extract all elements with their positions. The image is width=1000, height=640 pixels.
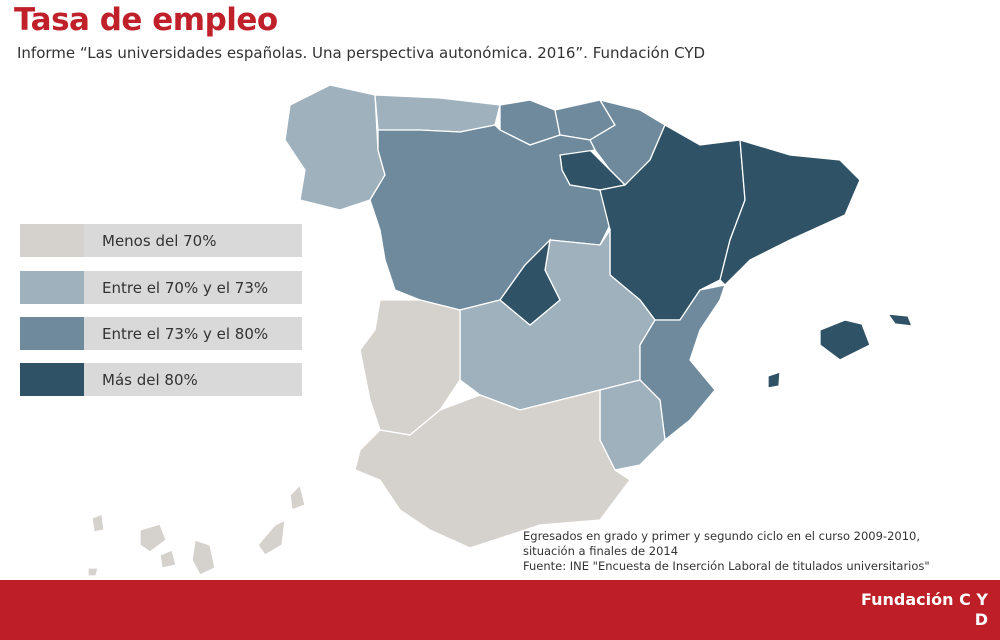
legend-label: Entre el 73% y el 80%	[102, 324, 269, 343]
note-line: situación a finales de 2014	[523, 544, 679, 558]
region-asturias[interactable]	[374, 94, 501, 133]
legend-label: Más del 80%	[102, 370, 198, 389]
region-andalucia[interactable]	[354, 389, 631, 549]
page-subtitle: Informe “Las universidades españolas. Un…	[17, 44, 706, 62]
brand-line: Fundación C Y	[861, 590, 988, 609]
page-title: Tasa de empleo	[14, 2, 278, 38]
source-note: Egresados en grado y primer y segundo ci…	[523, 529, 930, 574]
legend-item-73-80: Entre el 73% y el 80%	[20, 317, 302, 350]
legend-label: Menos del 70%	[102, 231, 217, 250]
legend-label: Entre el 70% y el 73%	[102, 278, 269, 297]
legend-swatch	[20, 224, 84, 257]
legend-swatch	[20, 317, 84, 350]
region-baleares[interactable]	[767, 313, 914, 389]
region-cataluna[interactable]	[719, 139, 861, 286]
footer-bar: Fundación C Y D	[0, 580, 1000, 640]
brand-logo-text: Fundación C Y D	[838, 590, 988, 630]
region-galicia[interactable]	[284, 84, 386, 211]
note-source: Fuente: INE "Encuesta de Inserción Labor…	[523, 559, 930, 573]
legend-item-menos-70: Menos del 70%	[20, 224, 302, 257]
legend-item-70-73: Entre el 70% y el 73%	[20, 271, 302, 304]
legend-swatch	[20, 271, 84, 304]
region-madrid[interactable]	[499, 238, 561, 326]
brand-line: D	[974, 610, 988, 629]
note-line: Egresados en grado y primer y segundo ci…	[523, 529, 920, 543]
legend-swatch	[20, 363, 84, 396]
legend-item-mas-80: Más del 80%	[20, 363, 302, 396]
region-canarias[interactable]	[87, 483, 306, 577]
